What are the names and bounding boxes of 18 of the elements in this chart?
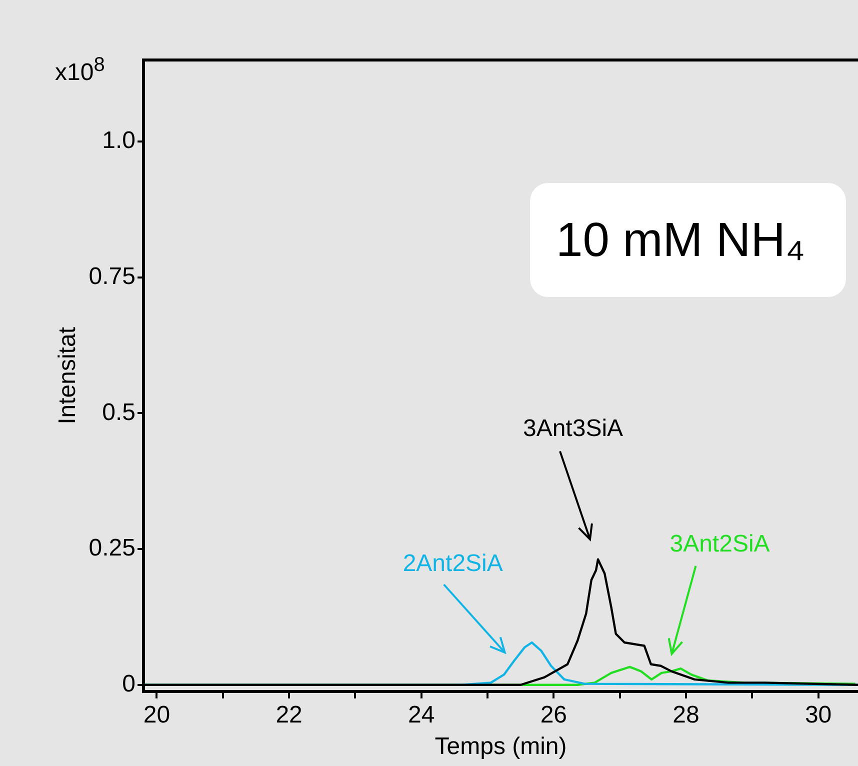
y-tick-label: 0.25 — [88, 534, 136, 562]
text: 3Ant2SiA — [670, 530, 770, 558]
annotation: 10 mM NH₄ — [530, 183, 846, 297]
y-tick-label: 0.5 — [102, 398, 136, 426]
y-tick-label: 0.75 — [88, 262, 136, 290]
text: 3Ant3SiA — [522, 414, 624, 442]
y-axis-title: Intensitat — [54, 326, 82, 424]
x-tick-label: 24 — [408, 701, 435, 728]
y-tick-label: 1.0 — [102, 127, 136, 154]
text: x10$^{8}$ — [55, 54, 105, 87]
x-tick-label: 20 — [143, 701, 170, 728]
text: 2Ant2SiA — [402, 550, 503, 578]
x-tick-label: 30 — [804, 701, 832, 728]
y-tick-label: 0 — [122, 670, 136, 698]
x-tick-label: 28 — [672, 701, 700, 728]
x-tick-label: 22 — [276, 701, 302, 728]
x-tick-label: 26 — [540, 701, 568, 728]
x-axis-title: Temps (min) — [434, 733, 567, 760]
